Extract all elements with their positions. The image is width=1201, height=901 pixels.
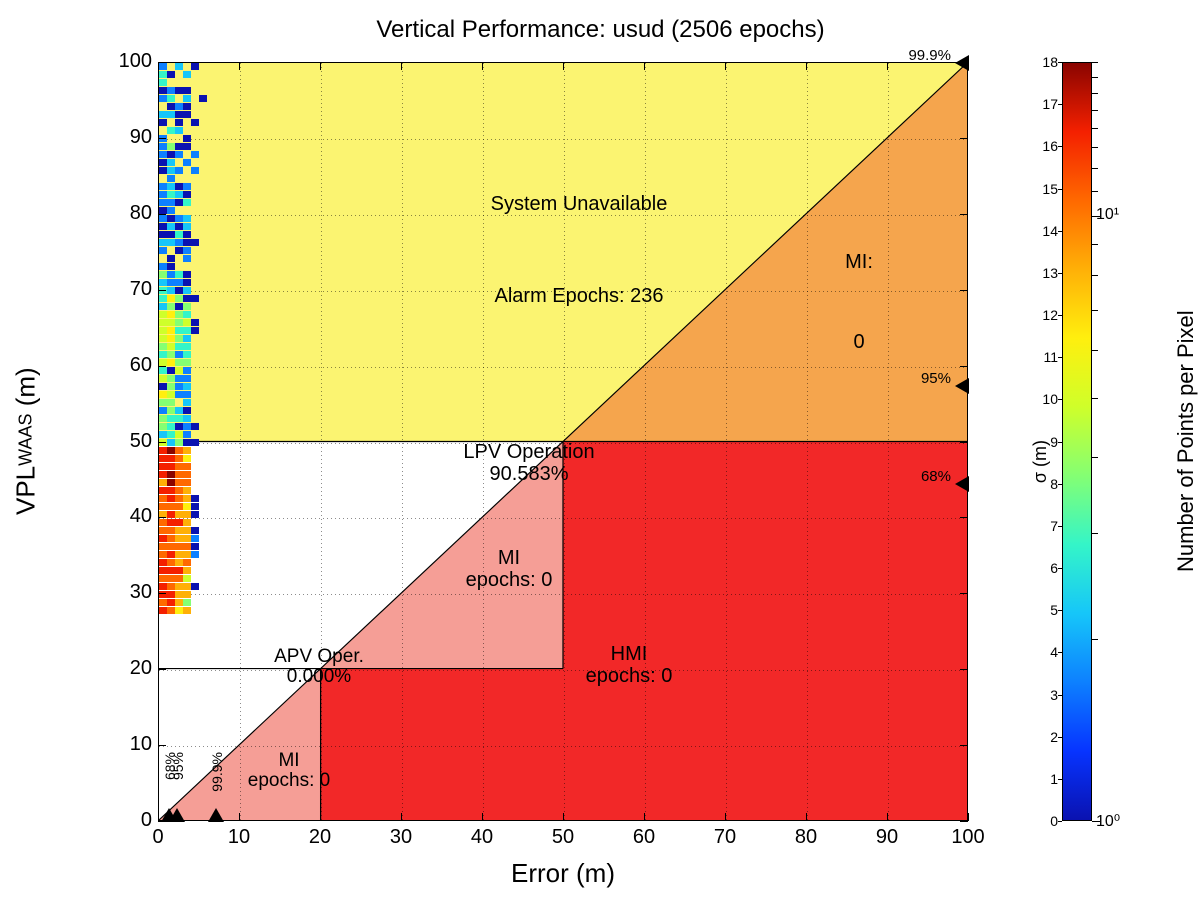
label-apv-a: APV Oper. — [239, 647, 399, 668]
sigma-axis-tick: 13 — [1038, 265, 1058, 281]
label-lpv-b: 90.583% — [399, 463, 659, 485]
y-tick-label: 60 — [108, 354, 152, 377]
sigma-axis-tick: 8 — [1038, 476, 1058, 492]
y-tick-label: 50 — [108, 430, 152, 453]
x-tick-label: 100 — [948, 826, 988, 849]
x-tick-label: 30 — [381, 826, 421, 849]
colorbar — [1062, 62, 1092, 821]
percentile-marker-y — [955, 55, 969, 71]
label-lpv-a: LPV Operation — [399, 441, 659, 463]
percentile-marker-x — [169, 808, 185, 822]
hmi-rect — [321, 442, 967, 821]
label-system-unavailable: System Unavailable — [429, 193, 729, 215]
x-tick-label: 90 — [867, 826, 907, 849]
y-tick-label: 90 — [108, 126, 152, 149]
sigma-axis-tick: 3 — [1038, 687, 1058, 703]
label-mi-mid-b: epochs: 0 — [429, 569, 589, 591]
sigma-axis-tick: 16 — [1038, 138, 1058, 154]
y-axis-label: VPLWAAS (m) — [6, 62, 46, 821]
percentile-marker-x-label: 99.9% — [209, 752, 225, 792]
percentile-marker-x-label: 95% — [170, 752, 186, 780]
y-tick-label: 80 — [108, 202, 152, 225]
sigma-axis-tick: 11 — [1038, 349, 1058, 365]
sigma-axis-tick: 9 — [1038, 434, 1058, 450]
label-mi-lower-a: MI — [209, 751, 369, 772]
x-tick-label: 80 — [786, 826, 826, 849]
colorbar-major-tick: 10¹ — [1096, 206, 1119, 224]
mi-lower — [159, 669, 321, 820]
y-tick-label: 0 — [108, 809, 152, 832]
label-mi-upper-b: 0 — [799, 331, 919, 353]
sigma-axis-tick: 18 — [1038, 54, 1058, 70]
x-tick-label: 40 — [462, 826, 502, 849]
label-apv-b: 0.000% — [239, 667, 399, 688]
y-tick-label: 40 — [108, 505, 152, 528]
chart-title: Vertical Performance: usud (2506 epochs) — [0, 16, 1201, 44]
sigma-axis-tick: 5 — [1038, 602, 1058, 618]
label-mi-mid-a: MI — [429, 547, 589, 569]
x-tick-label: 50 — [543, 826, 583, 849]
sigma-axis-tick: 15 — [1038, 181, 1058, 197]
label-alarm-epochs: Alarm Epochs: 236 — [429, 285, 729, 307]
y-tick-label: 20 — [108, 657, 152, 680]
x-axis-label: Error (m) — [158, 858, 968, 889]
x-tick-label: 10 — [219, 826, 259, 849]
sigma-axis-tick: 4 — [1038, 644, 1058, 660]
label-mi-upper-a: MI: — [799, 251, 919, 273]
sigma-axis-tick: 2 — [1038, 729, 1058, 745]
percentile-marker-y-label: 68% — [901, 468, 951, 485]
y-tick-label: 70 — [108, 278, 152, 301]
x-tick-label: 20 — [300, 826, 340, 849]
x-tick-label: 70 — [705, 826, 745, 849]
label-mi-lower-b: epochs: 0 — [209, 771, 369, 792]
x-tick-label: 60 — [624, 826, 664, 849]
label-hmi-a: HMI — [529, 643, 729, 665]
sigma-axis-tick: 14 — [1038, 223, 1058, 239]
y-tick-label: 100 — [108, 50, 152, 73]
sigma-axis-tick: 10 — [1038, 391, 1058, 407]
y-tick-label: 10 — [108, 733, 152, 756]
sigma-axis-tick: 0 — [1038, 813, 1058, 829]
sigma-axis-tick: 1 — [1038, 771, 1058, 787]
y-tick-label: 30 — [108, 581, 152, 604]
sigma-axis-tick: 12 — [1038, 307, 1058, 323]
label-hmi-b: epochs: 0 — [529, 665, 729, 687]
sigma-axis-tick: 17 — [1038, 96, 1058, 112]
sigma-axis-tick: 7 — [1038, 518, 1058, 534]
percentile-marker-y-label: 95% — [901, 370, 951, 387]
percentile-marker-y-label: 99.9% — [901, 47, 951, 64]
percentile-marker-x — [208, 808, 224, 822]
colorbar-label: Number of Points per Pixel — [1172, 62, 1200, 821]
sigma-axis-tick: 6 — [1038, 560, 1058, 576]
percentile-marker-y — [955, 476, 969, 492]
plot-area: System Unavailable Alarm Epochs: 236 MI:… — [158, 62, 968, 821]
percentile-marker-y — [955, 378, 969, 394]
